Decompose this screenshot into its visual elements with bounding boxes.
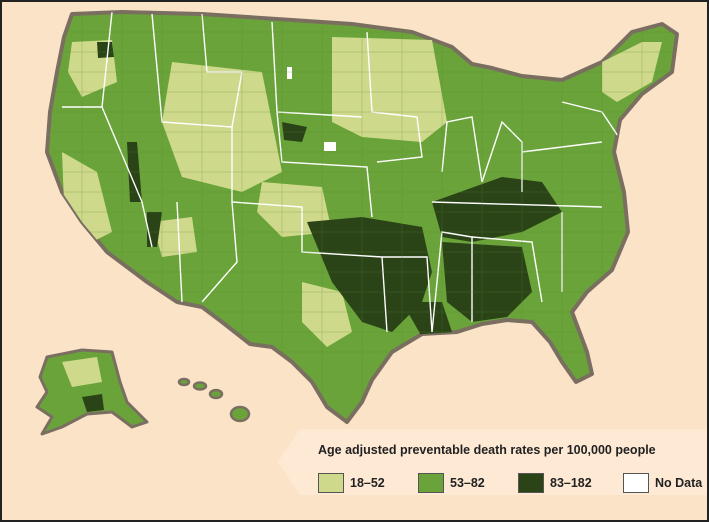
legend-swatch-mid [418, 473, 444, 493]
legend-swatch-low [318, 473, 344, 493]
no-data-regions [287, 67, 336, 151]
alaska-landmass [35, 348, 149, 436]
legend-title: Age adjusted preventable death rates per… [318, 443, 656, 457]
hawaii-islands [177, 377, 251, 423]
legend-label-mid: 53–82 [450, 476, 485, 490]
legend-label-no-data: No Data [655, 476, 703, 490]
legend-label-low: 18–52 [350, 476, 385, 490]
legend-panel [278, 429, 707, 495]
legend-swatch-high [518, 473, 544, 493]
legend: Age adjusted preventable death rates per… [278, 429, 707, 495]
legend-swatch-no-data [623, 473, 649, 493]
legend-label-high: 83–182 [550, 476, 592, 490]
county-lines [52, 12, 677, 422]
high-rate-regions [97, 42, 562, 337]
